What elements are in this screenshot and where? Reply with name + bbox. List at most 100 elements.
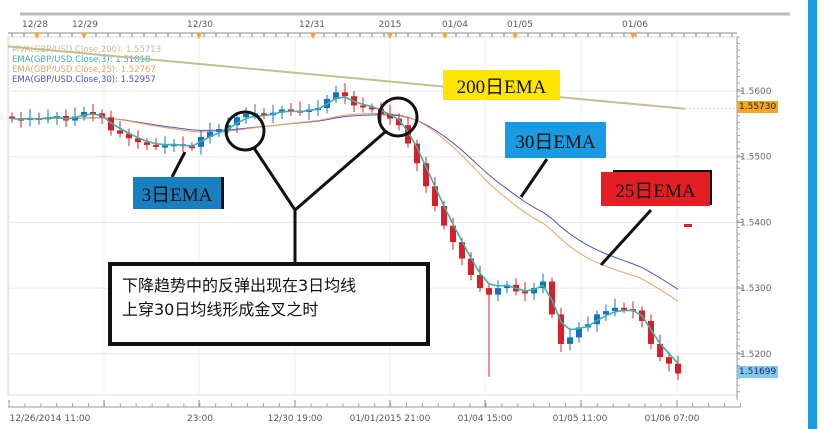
crossover-circle-2 — [377, 96, 419, 138]
candle-body — [594, 314, 600, 325]
legend-entry: EMA(GBP/USD.Close,30): 1.52957 — [12, 75, 156, 85]
day-marker — [81, 33, 87, 39]
candle-body — [603, 311, 609, 315]
candle-body — [432, 186, 438, 206]
candle-body — [675, 363, 681, 374]
legend-entry: EMA(GBP/USD.Close,25): 1.52767 — [12, 65, 156, 75]
top-axis-label: 12/28 — [22, 20, 48, 30]
candle-body — [387, 113, 393, 119]
candle-body — [144, 142, 150, 145]
candle-body — [576, 327, 582, 338]
price-tag-last: 1.51699 — [737, 366, 779, 378]
candle-body — [117, 130, 123, 134]
top-axis-label: 01/05 — [507, 20, 533, 30]
crossover-circle-1 — [224, 110, 266, 152]
y-tick-label: 1.5200 — [740, 350, 772, 360]
note-line-1: 下降趋势中的反弹出现在3日均线 — [122, 276, 357, 295]
pointer-25ema — [599, 208, 653, 267]
candle-body — [648, 320, 654, 344]
scrollbar[interactable] — [808, 0, 817, 429]
candle-body — [477, 274, 483, 289]
candle-body — [450, 225, 456, 243]
note-line-2: 上穿30日均线形成金叉之时 — [122, 300, 319, 319]
candle-body — [288, 109, 294, 112]
candle-body — [459, 242, 465, 259]
x-tick-label: 12/26/2014 11:00 — [10, 414, 91, 424]
top-axis-label: 12/31 — [299, 20, 325, 30]
candle-body — [261, 113, 267, 116]
price-tag-mva: 1.55730 — [737, 101, 779, 113]
label-30-ema: 30日EMA — [505, 122, 606, 158]
label-200-ema: 200日EMA — [443, 70, 560, 100]
candle-body — [531, 288, 537, 294]
candle-body — [423, 163, 429, 187]
day-marker — [630, 33, 636, 39]
day-marker — [310, 33, 316, 39]
top-axis-label: 01/04 — [442, 20, 468, 30]
candle-body — [495, 288, 501, 295]
mva200-line — [7, 45, 686, 110]
candle-body — [504, 284, 510, 289]
pointer-3ema — [170, 151, 187, 178]
candle-body — [468, 258, 474, 275]
stray-mark — [684, 224, 692, 227]
candle-body — [666, 357, 672, 364]
top-axis-label: 01/06 — [622, 20, 648, 30]
candle-body — [621, 307, 627, 310]
candle-body — [243, 113, 249, 118]
day-marker — [512, 33, 518, 39]
candle-body — [360, 105, 366, 108]
candle-body — [216, 129, 222, 132]
candle-body — [225, 125, 231, 130]
candle-body — [189, 146, 195, 149]
day-marker — [387, 33, 393, 39]
candle-body — [153, 144, 159, 147]
y-tick-label: 1.5300 — [740, 284, 772, 294]
candle-body — [558, 314, 564, 344]
candle-body — [486, 288, 492, 295]
x-tick-label: 01/04 15:00 — [458, 414, 513, 424]
candle-body — [207, 131, 213, 137]
candle-body — [549, 281, 555, 315]
legend-entry: EMA(GBP/USD.Close,3): 1.51818 — [12, 55, 150, 65]
top-axis-label: 12/29 — [72, 20, 98, 30]
candle-body — [126, 133, 132, 139]
candle-body — [342, 92, 348, 97]
candle-body — [162, 145, 168, 148]
candle-body — [369, 107, 375, 110]
candle-body — [9, 116, 15, 119]
top-axis-label: 12/30 — [187, 20, 213, 30]
day-marker — [34, 33, 40, 39]
x-tick-label: 01/06 07:00 — [645, 414, 700, 424]
candle-body — [657, 343, 663, 358]
x-tick-label: 23:00 — [187, 414, 213, 424]
candle-body — [333, 92, 339, 99]
day-marker — [442, 33, 448, 39]
label-3-ema: 3日EMA — [133, 177, 224, 209]
annotation-note: 下降趋势中的反弹出现在3日均线 上穿30日均线形成金叉之时 — [108, 262, 430, 346]
day-marker — [196, 33, 202, 39]
pointer-30ema — [519, 158, 549, 198]
y-tick-label: 1.5500 — [740, 153, 772, 163]
candle-body — [522, 291, 528, 294]
y-tick-label: 1.5600 — [740, 87, 772, 97]
candle-body — [90, 112, 96, 115]
candle-body — [612, 307, 618, 312]
x-tick-label: 01/01/2015 21:00 — [350, 414, 431, 424]
legend-entry: MVA(GBP/USD.Close,200): 1.55713 — [12, 45, 161, 55]
x-tick-label: 01/05 11:00 — [553, 414, 608, 424]
label-25-ema: 25日EMA — [601, 172, 710, 206]
candle-body — [441, 205, 447, 226]
candle-body — [414, 143, 420, 164]
candle-body — [567, 337, 573, 344]
candle-body — [135, 138, 141, 143]
ema25-line — [11, 112, 679, 302]
ema3-line — [11, 96, 679, 365]
x-tick-label: 12/30 19:00 — [268, 414, 323, 424]
candle-body — [234, 117, 240, 126]
top-axis-label: 2015 — [379, 20, 402, 30]
candle-body — [72, 116, 78, 121]
y-tick-label: 1.5400 — [740, 218, 772, 228]
